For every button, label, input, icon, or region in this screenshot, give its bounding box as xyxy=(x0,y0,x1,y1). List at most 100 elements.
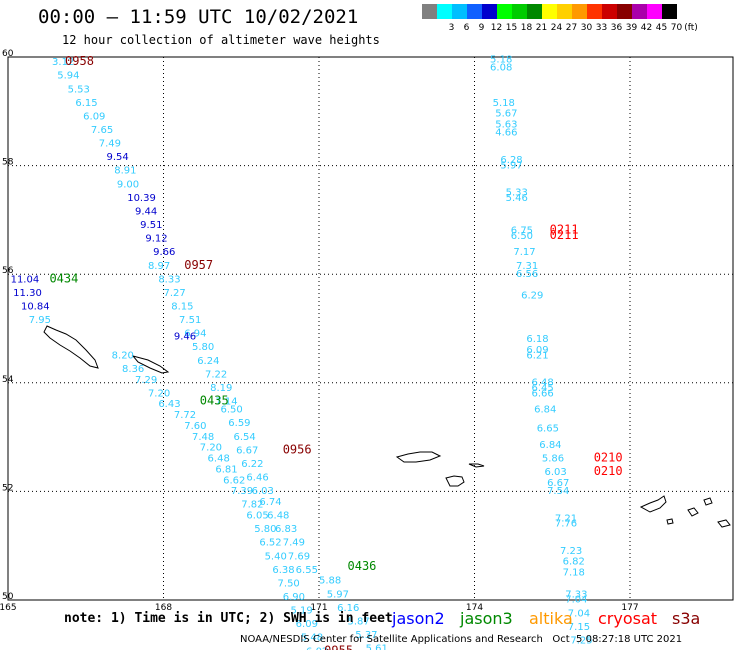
wave-height-observation: 5.53 xyxy=(68,84,90,95)
wave-height-observation: 6.55 xyxy=(296,565,318,576)
wave-height-observation: 5.94 xyxy=(57,71,79,82)
legend-swatch xyxy=(647,4,662,19)
wave-height-observation: 5.88 xyxy=(319,576,341,587)
legend-swatch xyxy=(437,4,452,19)
latitude-tick-label: 56 xyxy=(2,266,14,276)
wave-height-observation: 7.54 xyxy=(547,486,569,497)
coastline xyxy=(639,495,667,513)
coastline xyxy=(687,507,699,517)
wave-height-observation: 9.54 xyxy=(106,152,128,163)
longitude-tick-label: 177 xyxy=(621,603,638,613)
wave-height-observation: 5.61 xyxy=(366,644,388,650)
legend-swatch xyxy=(497,4,512,19)
wave-height-observation: 5.80 xyxy=(192,342,214,353)
wave-height-observation: 7.65 xyxy=(91,125,113,136)
latitude-tick-label: 50 xyxy=(2,592,14,602)
wave-height-observation: 7.21 xyxy=(555,513,577,524)
wave-height-observation: 5.97 xyxy=(500,160,522,171)
pass-time-label: 0436 xyxy=(348,559,377,573)
legend-label: 39 xyxy=(625,23,638,33)
coastline xyxy=(717,519,731,528)
legend-swatch xyxy=(587,4,602,19)
wave-height-observation: 7.72 xyxy=(174,410,196,421)
pass-time-label: 0957 xyxy=(184,258,213,272)
legend-unit: (ft) xyxy=(684,23,698,33)
wave-height-observation: 7.49 xyxy=(99,139,121,150)
wave-height-observation: 6.74 xyxy=(259,497,281,508)
legend-label: 30 xyxy=(580,23,593,33)
wave-height-observation: 6.38 xyxy=(272,565,294,576)
wave-height-observation: 6.65 xyxy=(537,424,559,435)
pass-time-label: 0210 xyxy=(594,451,623,465)
wave-height-observation: 6.03 xyxy=(544,467,566,478)
legend-label: 6 xyxy=(463,23,470,33)
wave-height-observation: 5.86 xyxy=(542,454,564,465)
wave-height-observation: 9.66 xyxy=(153,247,175,258)
wave-height-observation: 7.14 xyxy=(215,397,237,408)
wave-height-observation: 7.76 xyxy=(555,519,577,530)
longitude-tick-label: 165 xyxy=(0,603,17,613)
wave-height-observation: 9.44 xyxy=(135,206,157,217)
wave-height-observation: 7.29 xyxy=(135,375,157,386)
wave-height-observation: 7.27 xyxy=(164,288,186,299)
legend-swatch xyxy=(602,4,617,19)
coastline xyxy=(468,463,485,468)
wave-height-observation: 6.81 xyxy=(215,464,237,475)
wave-height-observation: 9.00 xyxy=(117,179,139,190)
legend-label: 45 xyxy=(655,23,668,33)
wave-height-observation: 6.54 xyxy=(233,432,255,443)
map-title: 00:00 — 11:59 UTC 10/02/2021 xyxy=(38,6,359,28)
wave-height-observation: 7.18 xyxy=(563,568,585,579)
wave-height-observation: 9.51 xyxy=(140,220,162,231)
wave-height-observation: 10.84 xyxy=(21,301,50,312)
wave-height-observation: 5.46 xyxy=(506,193,528,204)
satellite-jason2-label: jason2 xyxy=(392,609,445,628)
coastline xyxy=(395,451,442,463)
wave-height-observation: 9.12 xyxy=(145,234,167,245)
wave-height-observation: 8.33 xyxy=(158,274,180,285)
wave-height-observation: 7.82 xyxy=(241,500,263,511)
coastline xyxy=(703,497,713,506)
legend-label: 70 xyxy=(670,23,683,33)
wave-height-observation: 5.19 xyxy=(290,606,312,617)
wave-height-observation: 6.82 xyxy=(563,557,585,568)
wave-height-observation: 6.67 xyxy=(547,478,569,489)
map-subtitle: 12 hour collection of altimeter wave hei… xyxy=(62,33,380,47)
legend-label: 42 xyxy=(640,23,653,33)
legend-swatch xyxy=(422,4,437,19)
wave-height-observation: 6.56 xyxy=(516,269,538,280)
wave-height-observation: 6.90 xyxy=(283,592,305,603)
longitude-tick-label: 171 xyxy=(310,603,327,613)
wave-height-observation: 8.97 xyxy=(148,261,170,272)
legend-swatch xyxy=(557,4,572,19)
wave-height-observation: 7.60 xyxy=(184,421,206,432)
wave-height-observation: 6.16 xyxy=(337,603,359,614)
wave-height-observation: 6.28 xyxy=(500,155,522,166)
satellite-cryosat-label: cryosat xyxy=(598,609,658,628)
legend-swatch xyxy=(512,4,527,19)
pass-time-label: 0956 xyxy=(283,442,312,456)
wave-height-observation: 4.66 xyxy=(495,128,517,139)
wave-height-observation: 6.50 xyxy=(511,231,533,242)
wave-height-observation: 6.09 xyxy=(296,619,318,630)
legend-swatch xyxy=(632,4,647,19)
longitude-tick-label: 168 xyxy=(155,603,172,613)
satellite-altika-label: altika xyxy=(529,609,573,628)
credit-line: NOAA/NESDIS Center for Satellite Applica… xyxy=(240,634,683,645)
wave-height-observation: 5.80 xyxy=(254,524,276,535)
wave-height-observation: 8.15 xyxy=(171,301,193,312)
wave-height-observation: 6.21 xyxy=(526,350,548,361)
wave-height-observation: 7.39 xyxy=(231,486,253,497)
pass-time-label: 0211 xyxy=(550,222,579,236)
wave-height-observation: 6.48 xyxy=(532,378,554,389)
wave-height-observation: 6.22 xyxy=(241,459,263,470)
wave-height-observation: 5.18 xyxy=(490,54,512,65)
wave-height-observation: 6.48 xyxy=(208,454,230,465)
wave-height-observation: 7.49 xyxy=(283,538,305,549)
legend-label: 3 xyxy=(448,23,455,33)
legend-swatch xyxy=(482,4,497,19)
wave-height-observation: 6.46 xyxy=(246,473,268,484)
satellite-s3a-label: s3a xyxy=(672,609,701,628)
wave-height-observation: 7.48 xyxy=(192,432,214,443)
wave-height-observation: 6.59 xyxy=(228,418,250,429)
